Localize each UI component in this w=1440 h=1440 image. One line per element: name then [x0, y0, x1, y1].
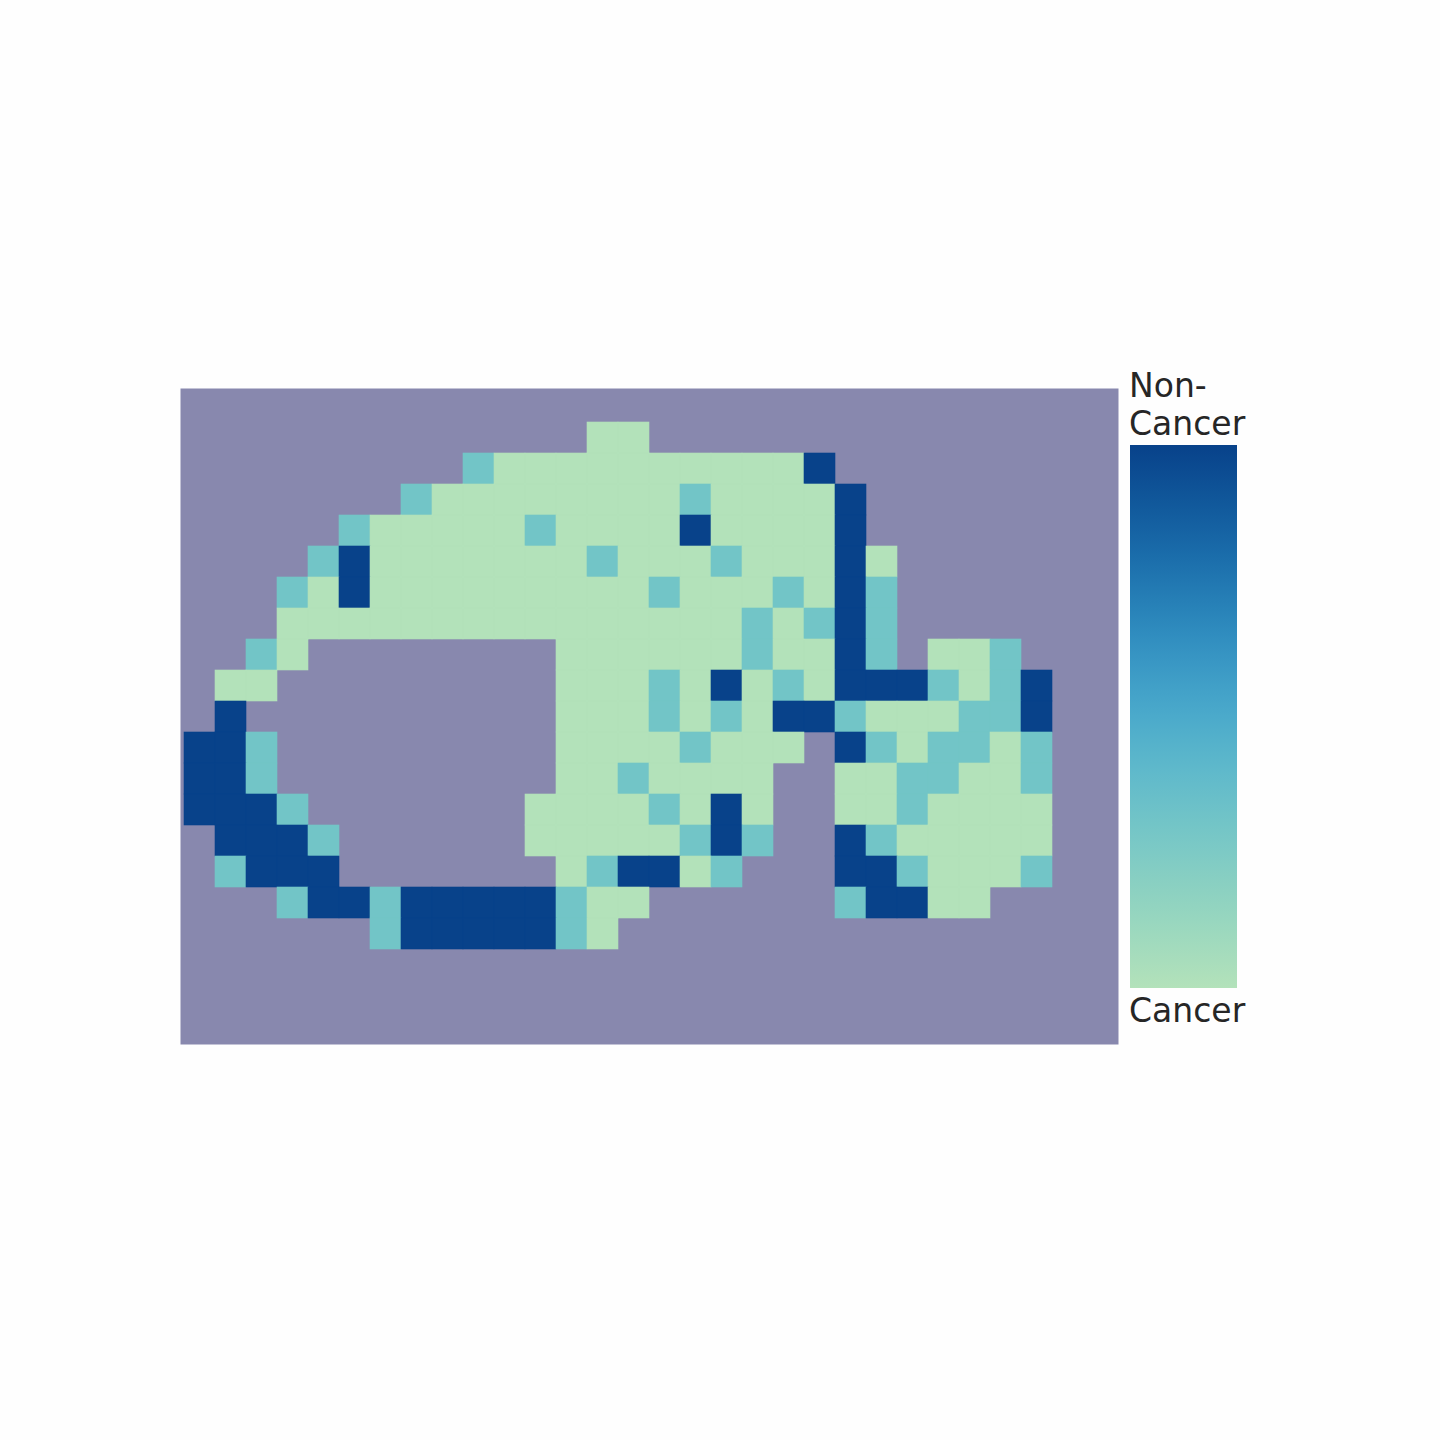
svg-text:Cancer: Cancer: [1129, 991, 1246, 1030]
svg-text:Cancer: Cancer: [1129, 404, 1246, 443]
svg-text:Non-: Non-: [1129, 366, 1207, 405]
